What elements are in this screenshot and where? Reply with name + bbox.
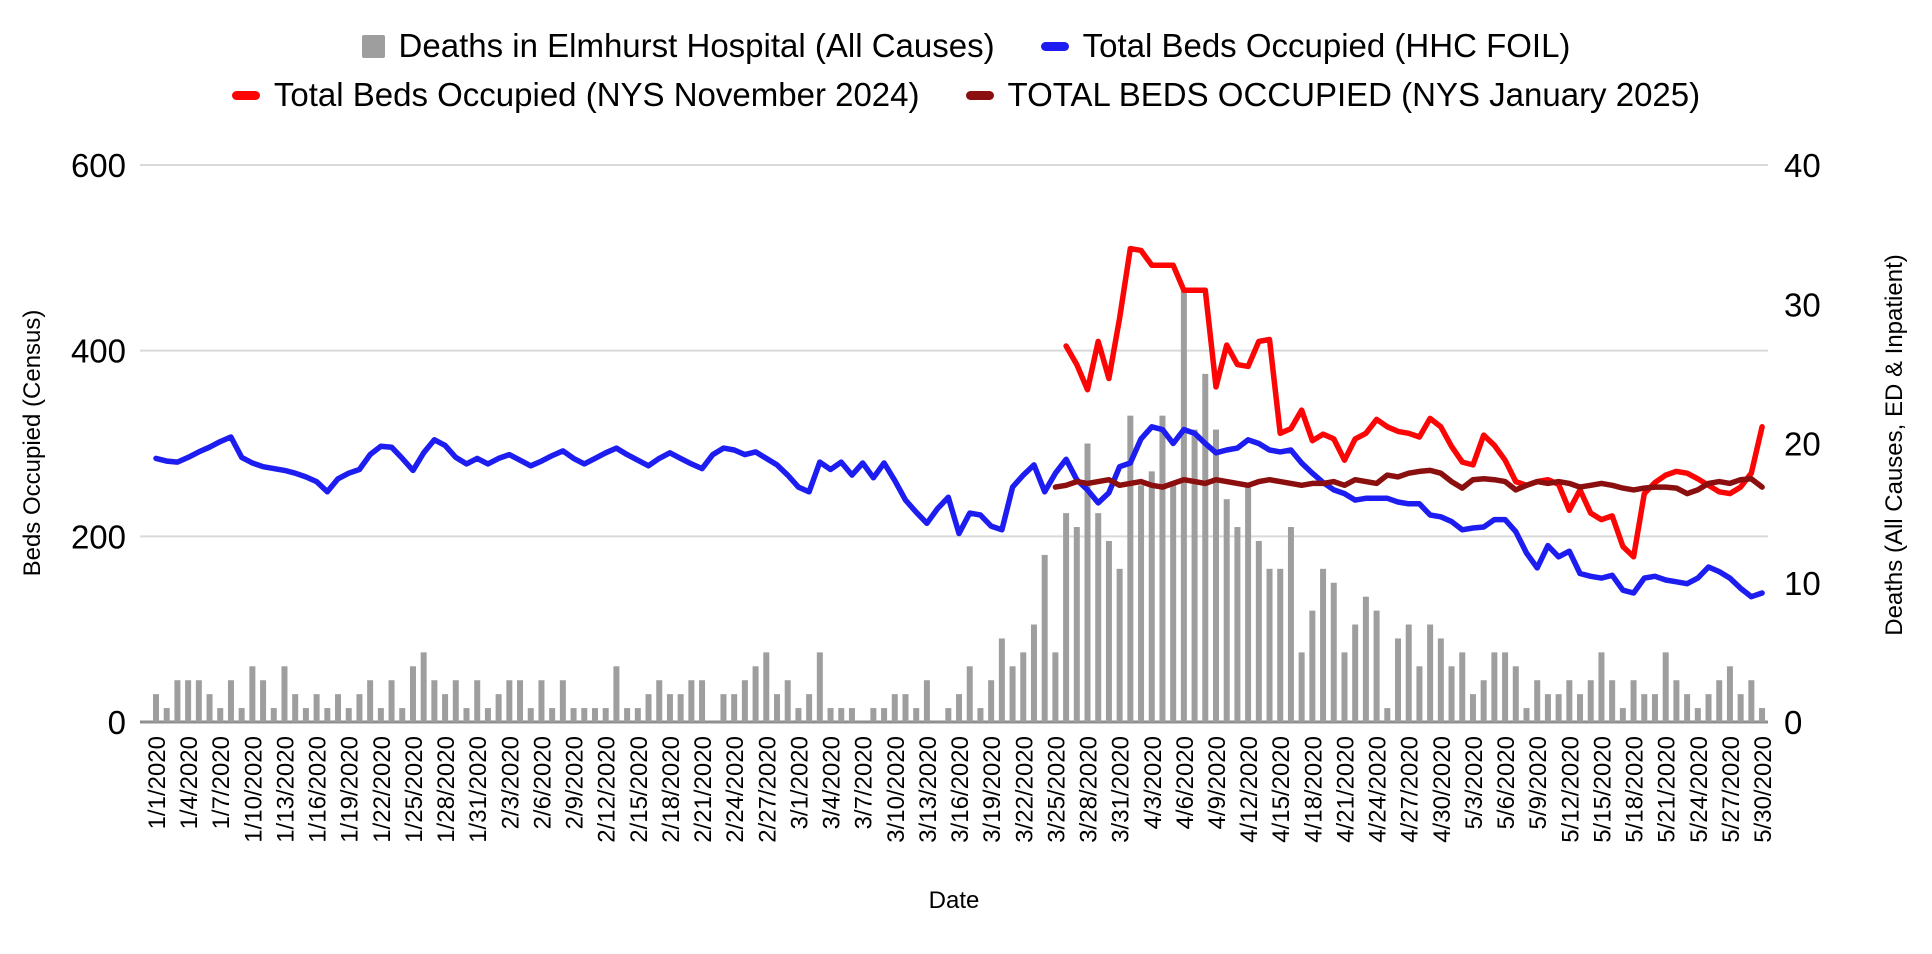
svg-text:4/30/2020: 4/30/2020 [1429, 736, 1456, 843]
legend-item-nys-nov-2024: Total Beds Occupied (NYS November 2024) [231, 75, 920, 115]
legend-item-hhc-foil: Total Beds Occupied (HHC FOIL) [1040, 26, 1571, 66]
svg-text:5/12/2020: 5/12/2020 [1557, 736, 1584, 843]
left-axis-title: Beds Occupied (Census) [19, 310, 46, 577]
svg-text:2/6/2020: 2/6/2020 [529, 736, 556, 829]
svg-text:4/18/2020: 4/18/2020 [1300, 736, 1327, 843]
svg-text:200: 200 [71, 518, 126, 555]
svg-text:1/10/2020: 1/10/2020 [240, 736, 267, 843]
deaths-bars [153, 290, 1766, 722]
svg-text:3/25/2020: 3/25/2020 [1043, 736, 1070, 843]
svg-text:5/27/2020: 5/27/2020 [1718, 736, 1745, 843]
svg-text:4/24/2020: 4/24/2020 [1365, 736, 1392, 843]
legend-row-1: Deaths in Elmhurst Hospital (All Causes)… [361, 26, 1571, 66]
svg-text:4/3/2020: 4/3/2020 [1140, 736, 1167, 829]
svg-text:4/27/2020: 4/27/2020 [1397, 736, 1424, 843]
darkred-line-swatch-icon [965, 90, 994, 100]
svg-text:5/15/2020: 5/15/2020 [1589, 736, 1616, 843]
gridlines [140, 164, 1768, 724]
svg-text:2/15/2020: 2/15/2020 [626, 736, 653, 843]
axis-ticks: 0 200 400 600 0 10 20 30 40 1/1/2020 1/4/2020 1/7/2… [71, 147, 1821, 843]
svg-text:1/16/2020: 1/16/2020 [305, 736, 332, 843]
beds-lines [153, 245, 1765, 600]
svg-text:1/25/2020: 1/25/2020 [401, 736, 428, 843]
gray-bar-swatch-icon [361, 34, 385, 58]
svg-text:10: 10 [1784, 565, 1821, 602]
legend-label: Total Beds Occupied (HHC FOIL) [1082, 27, 1571, 64]
blue-line-swatch-icon [1040, 41, 1069, 51]
legend-item-deaths: Deaths in Elmhurst Hospital (All Causes) [361, 26, 995, 66]
svg-text:1/13/2020: 1/13/2020 [272, 736, 299, 843]
svg-text:3/28/2020: 3/28/2020 [1076, 736, 1103, 843]
svg-text:3/7/2020: 3/7/2020 [851, 736, 878, 829]
svg-text:0: 0 [1784, 704, 1802, 741]
svg-text:3/22/2020: 3/22/2020 [1011, 736, 1038, 843]
svg-text:1/31/2020: 1/31/2020 [465, 736, 492, 843]
svg-text:5/24/2020: 5/24/2020 [1686, 736, 1713, 843]
svg-text:2/18/2020: 2/18/2020 [658, 736, 685, 843]
svg-text:4/12/2020: 4/12/2020 [1236, 736, 1263, 843]
svg-text:5/3/2020: 5/3/2020 [1461, 736, 1488, 829]
svg-text:5/18/2020: 5/18/2020 [1622, 736, 1649, 843]
svg-text:600: 600 [71, 147, 126, 184]
svg-text:2/9/2020: 2/9/2020 [562, 736, 589, 829]
svg-text:2/21/2020: 2/21/2020 [690, 736, 717, 843]
svg-text:4/9/2020: 4/9/2020 [1204, 736, 1231, 829]
svg-text:4/15/2020: 4/15/2020 [1268, 736, 1295, 843]
legend-label: TOTAL BEDS OCCUPIED (NYS January 2025) [1007, 76, 1701, 113]
legend-row-2: Total Beds Occupied (NYS November 2024) … [231, 75, 1701, 115]
svg-text:5/30/2020: 5/30/2020 [1750, 736, 1777, 843]
svg-text:3/13/2020: 3/13/2020 [915, 736, 942, 843]
svg-text:3/19/2020: 3/19/2020 [979, 736, 1006, 843]
svg-text:40: 40 [1784, 147, 1821, 184]
svg-text:5/9/2020: 5/9/2020 [1525, 736, 1552, 829]
x-axis-title: Date [929, 887, 980, 914]
red-line-swatch-icon [231, 90, 260, 100]
legend-label: Deaths in Elmhurst Hospital (All Causes) [398, 27, 995, 64]
svg-text:2/12/2020: 2/12/2020 [594, 736, 621, 843]
svg-text:3/16/2020: 3/16/2020 [947, 736, 974, 843]
svg-text:1/28/2020: 1/28/2020 [433, 736, 460, 843]
svg-text:3/4/2020: 3/4/2020 [819, 736, 846, 829]
svg-text:5/6/2020: 5/6/2020 [1493, 736, 1520, 829]
svg-text:1/4/2020: 1/4/2020 [176, 736, 203, 829]
svg-text:1/19/2020: 1/19/2020 [337, 736, 364, 843]
svg-text:0: 0 [108, 704, 126, 741]
chart-legend: Deaths in Elmhurst Hospital (All Causes)… [0, 26, 1932, 115]
legend-item-nys-jan-2025: TOTAL BEDS OCCUPIED (NYS January 2025) [965, 75, 1701, 115]
svg-text:400: 400 [71, 333, 126, 370]
svg-text:20: 20 [1784, 426, 1821, 463]
svg-text:2/24/2020: 2/24/2020 [722, 736, 749, 843]
svg-text:4/6/2020: 4/6/2020 [1172, 736, 1199, 829]
right-axis-title: Deaths (All Causes, ED & Inpatient) [1881, 254, 1908, 636]
svg-text:3/10/2020: 3/10/2020 [883, 736, 910, 843]
svg-text:3/31/2020: 3/31/2020 [1108, 736, 1135, 843]
svg-text:3/1/2020: 3/1/2020 [786, 736, 813, 829]
svg-text:1/1/2020: 1/1/2020 [144, 736, 171, 829]
svg-text:2/3/2020: 2/3/2020 [497, 736, 524, 829]
svg-text:2/27/2020: 2/27/2020 [754, 736, 781, 843]
legend-label: Total Beds Occupied (NYS November 2024) [273, 76, 920, 113]
svg-text:4/21/2020: 4/21/2020 [1332, 736, 1359, 843]
svg-text:5/21/2020: 5/21/2020 [1654, 736, 1681, 843]
svg-text:30: 30 [1784, 286, 1821, 323]
svg-text:1/7/2020: 1/7/2020 [208, 736, 235, 829]
svg-text:1/22/2020: 1/22/2020 [369, 736, 396, 843]
